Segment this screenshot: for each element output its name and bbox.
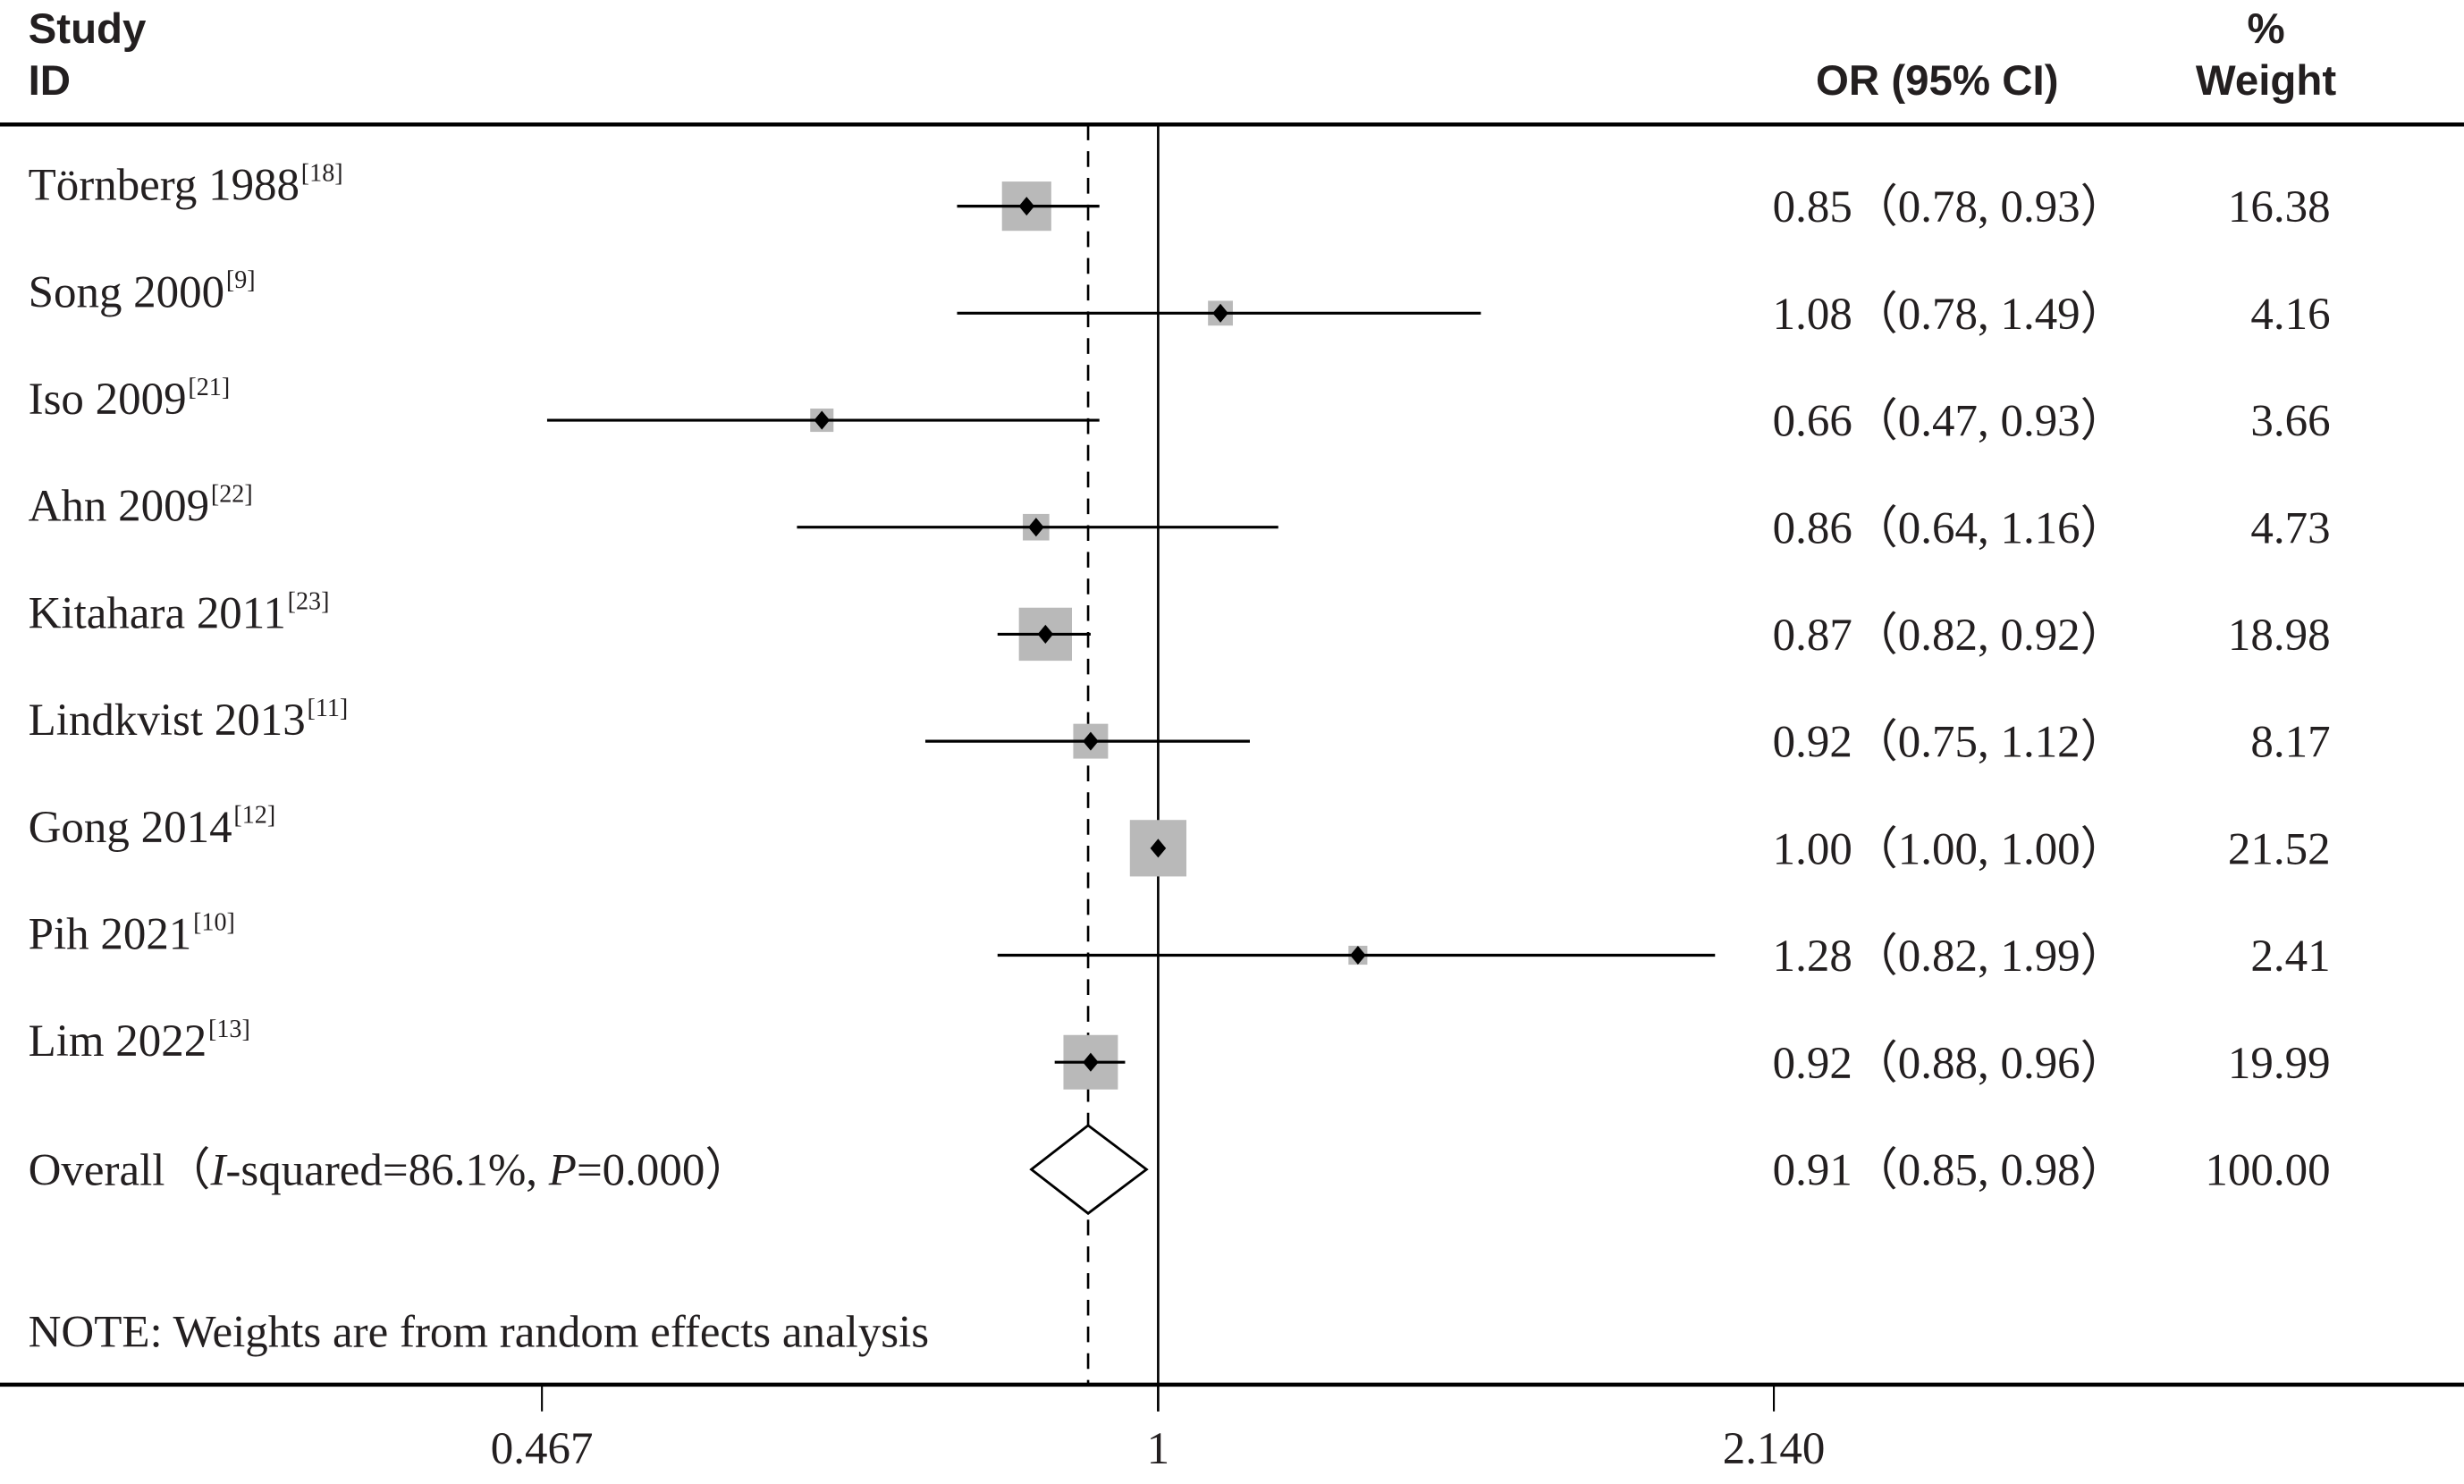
weight-value: 2.41 bbox=[2250, 932, 2330, 982]
study-reference: [11] bbox=[307, 695, 348, 722]
weight-value: 8.17 bbox=[2250, 718, 2330, 768]
point-estimate-marker bbox=[1150, 839, 1167, 858]
study-label: Lindkvist 2013 [11] bbox=[29, 695, 349, 746]
or-ci-value: 0.92（0.88, 0.96） bbox=[1773, 1039, 2126, 1089]
study-label: Kitahara 2011 [23] bbox=[29, 587, 330, 638]
x-tick-label: 0.467 bbox=[491, 1424, 594, 1474]
overall-or-ci-value: 0.91（0.85, 0.98） bbox=[1773, 1146, 2126, 1196]
study-reference: [23] bbox=[288, 587, 330, 615]
study-reference: [9] bbox=[226, 266, 256, 294]
or-ci-value: 0.87（0.82, 0.92） bbox=[1773, 611, 2126, 661]
header-or-ci: OR (95% CI) bbox=[1816, 57, 2058, 105]
point-estimate-marker bbox=[814, 410, 831, 430]
overall-label-part: =0.000） bbox=[577, 1146, 750, 1196]
study-reference: [10] bbox=[193, 908, 235, 936]
header-study: Study bbox=[29, 5, 147, 53]
point-estimate-marker bbox=[1212, 303, 1228, 323]
or-ci-value: 1.00（1.00, 1.00） bbox=[1773, 824, 2126, 874]
weight-value: 16.38 bbox=[2228, 182, 2331, 232]
study-reference: [21] bbox=[188, 374, 230, 401]
x-tick-label: 2.140 bbox=[1723, 1424, 1826, 1474]
weight-value: 21.52 bbox=[2228, 824, 2331, 874]
study-label: Pih 2021 [10] bbox=[29, 908, 235, 959]
note-text: NOTE: Weights are from random effects an… bbox=[29, 1308, 929, 1358]
study-label: Iso 2009 [21] bbox=[29, 374, 231, 425]
study-label: Ahn 2009 [22] bbox=[29, 481, 253, 532]
weight-value: 19.99 bbox=[2228, 1039, 2331, 1089]
study-label: Song 2000 [9] bbox=[29, 266, 256, 317]
overall-label-part: I bbox=[209, 1146, 227, 1196]
weight-value: 4.16 bbox=[2250, 290, 2330, 340]
or-ci-value: 1.28（0.82, 1.99） bbox=[1773, 932, 2126, 982]
overall-label-part: P bbox=[548, 1146, 577, 1196]
weight-value: 4.73 bbox=[2250, 503, 2330, 553]
study-label: Gong 2014 [12] bbox=[29, 802, 276, 853]
x-tick-label: 1 bbox=[1147, 1424, 1169, 1474]
point-estimate-marker bbox=[1350, 945, 1366, 965]
weight-value: 18.98 bbox=[2228, 611, 2331, 661]
study-reference: [13] bbox=[208, 1016, 250, 1043]
overall-diamond bbox=[1029, 1124, 1149, 1216]
study-reference: [12] bbox=[233, 802, 275, 830]
overall-label: Overall（I-squared=86.1%, P=0.000） bbox=[29, 1146, 751, 1196]
or-ci-value: 0.85（0.78, 0.93） bbox=[1773, 182, 2126, 232]
or-ci-value: 0.66（0.47, 0.93） bbox=[1773, 397, 2126, 447]
header-weight: Weight bbox=[2196, 57, 2336, 105]
study-reference: [22] bbox=[211, 481, 253, 509]
header-percent: % bbox=[2247, 5, 2284, 53]
weight-value: 3.66 bbox=[2250, 397, 2330, 447]
or-ci-value: 1.08（0.78, 1.49） bbox=[1773, 290, 2126, 340]
overall-label-part: Overall（ bbox=[29, 1146, 211, 1196]
point-estimate-marker bbox=[1037, 624, 1054, 644]
study-label: Lim 2022 [13] bbox=[29, 1016, 250, 1067]
study-reference: [18] bbox=[301, 160, 343, 188]
or-ci-value: 0.92（0.75, 1.12） bbox=[1773, 718, 2126, 768]
overall-label-part: -squared=86.1%, bbox=[225, 1146, 548, 1196]
study-label: Törnberg 1988 [18] bbox=[29, 160, 343, 211]
header-id: ID bbox=[29, 57, 71, 105]
or-ci-value: 0.86（0.64, 1.16） bbox=[1773, 503, 2126, 553]
overall-weight-value: 100.00 bbox=[2205, 1146, 2330, 1196]
